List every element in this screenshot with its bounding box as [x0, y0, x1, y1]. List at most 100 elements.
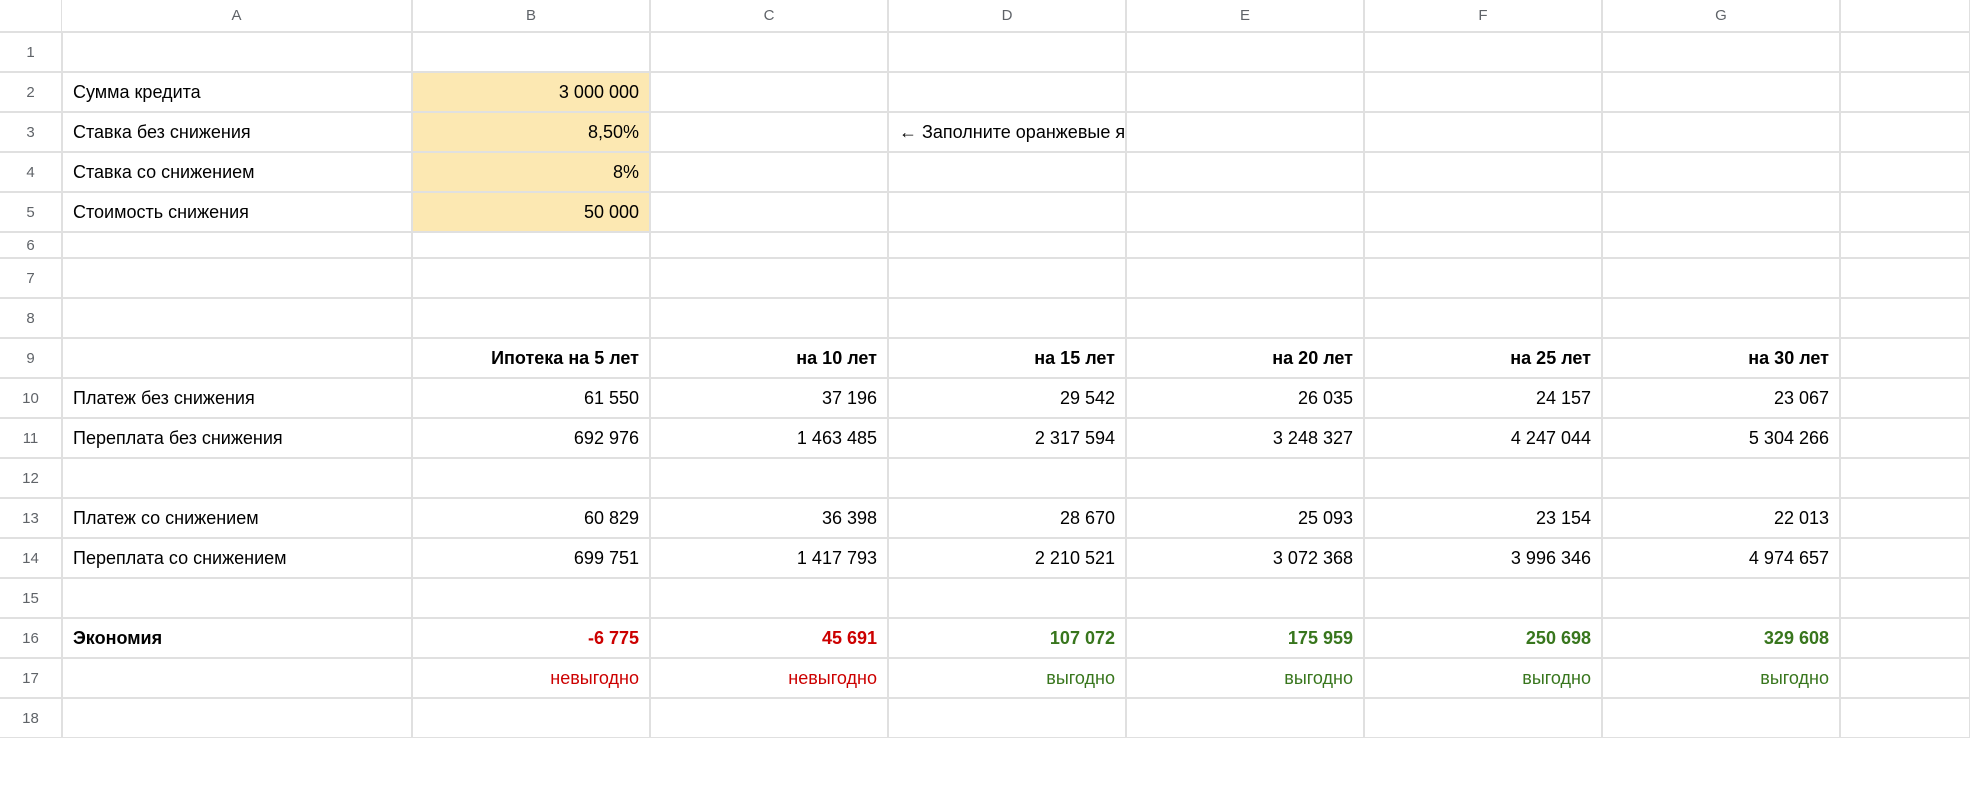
cell-A6[interactable]	[62, 232, 412, 258]
cell-F3[interactable]	[1364, 112, 1602, 152]
cell-B6[interactable]	[412, 232, 650, 258]
row-header-7[interactable]: 7	[0, 258, 62, 298]
cell-F18[interactable]	[1364, 698, 1602, 738]
cell-A2[interactable]: Сумма кредита	[62, 72, 412, 112]
cell-B14[interactable]: 699 751	[412, 538, 650, 578]
cell-G8[interactable]	[1602, 298, 1840, 338]
cell-F17[interactable]: выгодно	[1364, 658, 1602, 698]
cell-B3[interactable]: 8,50%	[412, 112, 650, 152]
cell-B12[interactable]	[412, 458, 650, 498]
col-header-B[interactable]: B	[412, 0, 650, 32]
cell-C11[interactable]: 1 463 485	[650, 418, 888, 458]
cell-D16[interactable]: 107 072	[888, 618, 1126, 658]
cell-E11[interactable]: 3 248 327	[1126, 418, 1364, 458]
cell-D11[interactable]: 2 317 594	[888, 418, 1126, 458]
col-header-C[interactable]: C	[650, 0, 888, 32]
cell-A11[interactable]: Переплата без снижения	[62, 418, 412, 458]
cell-7[interactable]	[1840, 258, 1970, 298]
cell-B17[interactable]: невыгодно	[412, 658, 650, 698]
cell-A17[interactable]	[62, 658, 412, 698]
col-header-E[interactable]: E	[1126, 0, 1364, 32]
cell-G3[interactable]	[1602, 112, 1840, 152]
cell-G4[interactable]	[1602, 152, 1840, 192]
cell-D17[interactable]: выгодно	[888, 658, 1126, 698]
cell-F11[interactable]: 4 247 044	[1364, 418, 1602, 458]
cell-D2[interactable]	[888, 72, 1126, 112]
row-header-18[interactable]: 18	[0, 698, 62, 738]
cell-E13[interactable]: 25 093	[1126, 498, 1364, 538]
cell-C12[interactable]	[650, 458, 888, 498]
cell-11[interactable]	[1840, 418, 1970, 458]
cell-G10[interactable]: 23 067	[1602, 378, 1840, 418]
cell-B1[interactable]	[412, 32, 650, 72]
cell-E14[interactable]: 3 072 368	[1126, 538, 1364, 578]
cell-B13[interactable]: 60 829	[412, 498, 650, 538]
cell-G9[interactable]: на 30 лет	[1602, 338, 1840, 378]
cell-F2[interactable]	[1364, 72, 1602, 112]
cell-E2[interactable]	[1126, 72, 1364, 112]
cell-A4[interactable]: Ставка со снижением	[62, 152, 412, 192]
cell-A7[interactable]	[62, 258, 412, 298]
cell-E4[interactable]	[1126, 152, 1364, 192]
col-header-A[interactable]: A	[62, 0, 412, 32]
cell-17[interactable]	[1840, 658, 1970, 698]
cell-F9[interactable]: на 25 лет	[1364, 338, 1602, 378]
cell-F6[interactable]	[1364, 232, 1602, 258]
cell-10[interactable]	[1840, 378, 1970, 418]
cell-A13[interactable]: Платеж со снижением	[62, 498, 412, 538]
row-header-4[interactable]: 4	[0, 152, 62, 192]
cell-G6[interactable]	[1602, 232, 1840, 258]
cell-B5[interactable]: 50 000	[412, 192, 650, 232]
cell-2[interactable]	[1840, 72, 1970, 112]
cell-C9[interactable]: на 10 лет	[650, 338, 888, 378]
cell-G5[interactable]	[1602, 192, 1840, 232]
cell-C4[interactable]	[650, 152, 888, 192]
cell-G2[interactable]	[1602, 72, 1840, 112]
cell-1[interactable]	[1840, 32, 1970, 72]
cell-C7[interactable]	[650, 258, 888, 298]
cell-15[interactable]	[1840, 578, 1970, 618]
cell-C15[interactable]	[650, 578, 888, 618]
cell-8[interactable]	[1840, 298, 1970, 338]
cell-B7[interactable]	[412, 258, 650, 298]
cell-C6[interactable]	[650, 232, 888, 258]
cell-G12[interactable]	[1602, 458, 1840, 498]
row-header-13[interactable]: 13	[0, 498, 62, 538]
cell-D12[interactable]	[888, 458, 1126, 498]
cell-E3[interactable]	[1126, 112, 1364, 152]
cell-18[interactable]	[1840, 698, 1970, 738]
cell-C13[interactable]: 36 398	[650, 498, 888, 538]
cell-C8[interactable]	[650, 298, 888, 338]
col-header-D[interactable]: D	[888, 0, 1126, 32]
cell-D14[interactable]: 2 210 521	[888, 538, 1126, 578]
cell-D6[interactable]	[888, 232, 1126, 258]
row-header-17[interactable]: 17	[0, 658, 62, 698]
cell-B8[interactable]	[412, 298, 650, 338]
cell-A3[interactable]: Ставка без снижения	[62, 112, 412, 152]
cell-F14[interactable]: 3 996 346	[1364, 538, 1602, 578]
cell-F13[interactable]: 23 154	[1364, 498, 1602, 538]
cell-13[interactable]	[1840, 498, 1970, 538]
spreadsheet-grid[interactable]: ABCDEFG12Сумма кредита3 000 0003Ставка б…	[0, 0, 1983, 738]
cell-F4[interactable]	[1364, 152, 1602, 192]
cell-B2[interactable]: 3 000 000	[412, 72, 650, 112]
cell-G13[interactable]: 22 013	[1602, 498, 1840, 538]
cell-G17[interactable]: выгодно	[1602, 658, 1840, 698]
cell-E6[interactable]	[1126, 232, 1364, 258]
cell-F5[interactable]	[1364, 192, 1602, 232]
cell-D3[interactable]: ← Заполните оранжевые ячейки	[888, 112, 1126, 152]
cell-F10[interactable]: 24 157	[1364, 378, 1602, 418]
cell-E16[interactable]: 175 959	[1126, 618, 1364, 658]
cell-E9[interactable]: на 20 лет	[1126, 338, 1364, 378]
cell-E1[interactable]	[1126, 32, 1364, 72]
cell-G18[interactable]	[1602, 698, 1840, 738]
corner-cell[interactable]	[0, 0, 62, 32]
cell-A5[interactable]: Стоимость снижения	[62, 192, 412, 232]
cell-D8[interactable]	[888, 298, 1126, 338]
cell-D18[interactable]	[888, 698, 1126, 738]
col-header-blank[interactable]	[1840, 0, 1970, 32]
cell-A8[interactable]	[62, 298, 412, 338]
cell-B15[interactable]	[412, 578, 650, 618]
cell-F1[interactable]	[1364, 32, 1602, 72]
cell-C10[interactable]: 37 196	[650, 378, 888, 418]
